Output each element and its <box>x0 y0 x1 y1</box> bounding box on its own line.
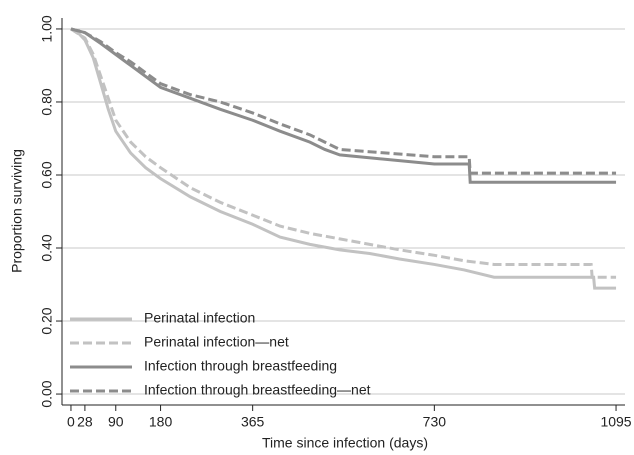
y-tick-label: 0.80 <box>39 88 55 115</box>
series-line <box>70 27 617 290</box>
x-tick-label: 1095 <box>600 414 631 430</box>
x-tick-label: 365 <box>241 414 265 430</box>
y-tick-label: 0.00 <box>39 380 55 407</box>
series-line <box>70 27 617 279</box>
x-tick-label: 28 <box>77 414 93 430</box>
series-line <box>70 27 617 184</box>
x-axis-label: Time since infection (days) <box>262 435 428 451</box>
legend-label: Infection through breastfeeding <box>144 358 337 374</box>
x-tick-label: 730 <box>423 414 447 430</box>
y-tick-label: 0.40 <box>39 234 55 261</box>
x-tick-label: 180 <box>149 414 173 430</box>
y-tick-label: 0.20 <box>39 307 55 334</box>
legend-label: Infection through breastfeeding—net <box>144 382 371 398</box>
x-tick-label: 0 <box>67 414 75 430</box>
series-line <box>70 27 617 175</box>
y-tick-label: 1.00 <box>39 15 55 42</box>
legend-label: Perinatal infection <box>144 310 255 326</box>
y-tick-label: 0.60 <box>39 161 55 188</box>
x-tick-label: 90 <box>108 414 124 430</box>
legend-label: Perinatal infection—net <box>144 334 289 350</box>
y-axis-label: Proportion surviving <box>9 149 25 273</box>
